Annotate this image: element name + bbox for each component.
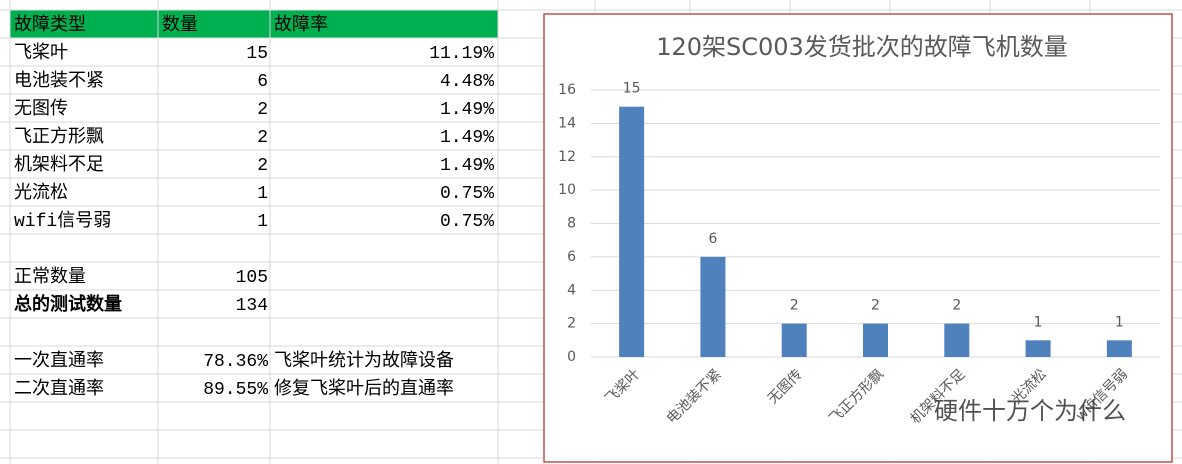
cell: 机架料不足 [14, 154, 104, 176]
cell: 电池装不紧 [14, 70, 104, 92]
cell: 1.49% [440, 100, 494, 120]
cell: 78.36% [203, 352, 268, 372]
data-label: 15 [623, 81, 641, 97]
bar [619, 106, 645, 357]
cell: 故障类型 [14, 14, 86, 36]
cell: 11.19% [429, 44, 494, 64]
data-label: 1 [1115, 314, 1124, 330]
cell: 6 [257, 72, 268, 92]
bar [863, 323, 888, 357]
cell: 光流松 [14, 182, 68, 204]
cell: 1 [257, 212, 268, 232]
cell: 15 [246, 44, 268, 64]
cell: 飞正方形飘 [14, 126, 104, 148]
cell: 无图传 [14, 98, 68, 120]
data-label: 6 [708, 231, 717, 247]
watermark: 硬件十万个为什么 [934, 397, 1126, 425]
chart-title: 120架SC003发货批次的故障飞机数量 [656, 33, 1068, 61]
cell: 1.49% [440, 128, 494, 148]
y-tick-label: 6 [567, 249, 576, 265]
cell: 2 [257, 128, 268, 148]
y-tick-label: 4 [567, 282, 576, 298]
cell: 飞桨叶 [14, 42, 68, 64]
y-tick-label: 14 [558, 115, 576, 131]
cell: 89.55% [203, 380, 268, 400]
y-tick-label: 2 [567, 316, 576, 332]
cell: 一次直通率 [14, 350, 104, 372]
cell: 0.75% [440, 212, 494, 232]
cell: 正常数量 [14, 266, 86, 288]
cell: 数量 [162, 14, 198, 36]
y-tick-label: 12 [558, 149, 576, 165]
cell: 1 [257, 184, 268, 204]
cell: 2 [257, 156, 268, 176]
cell: 故障率 [274, 14, 328, 36]
cell: 总的测试数量 [14, 293, 122, 316]
data-label: 2 [952, 298, 961, 314]
bar [700, 256, 726, 357]
bar [944, 323, 970, 357]
cell: 134 [236, 296, 268, 316]
cell: 2 [257, 100, 268, 120]
y-tick-label: 10 [558, 182, 576, 198]
cell: 二次直通率 [14, 378, 104, 400]
data-label: 2 [871, 298, 880, 314]
bar [1106, 340, 1132, 357]
cell: 0.75% [440, 184, 494, 204]
bar [781, 323, 807, 357]
cell: 1.49% [440, 156, 494, 176]
cell: 飞桨叶统计为故障设备 [274, 350, 454, 372]
y-tick-label: 16 [558, 82, 576, 98]
cell: wifi信号弱 [14, 210, 111, 232]
header-fill [10, 10, 498, 38]
cell: 4.48% [440, 72, 494, 92]
cell: 修复飞桨叶后的直通率 [274, 378, 454, 400]
y-tick-label: 8 [567, 216, 576, 232]
y-tick-label: 0 [567, 349, 576, 365]
data-label: 2 [790, 298, 799, 314]
cell: 105 [236, 268, 268, 288]
data-label: 1 [1034, 314, 1043, 330]
bar [1025, 340, 1051, 357]
chart-frame [543, 13, 1173, 463]
